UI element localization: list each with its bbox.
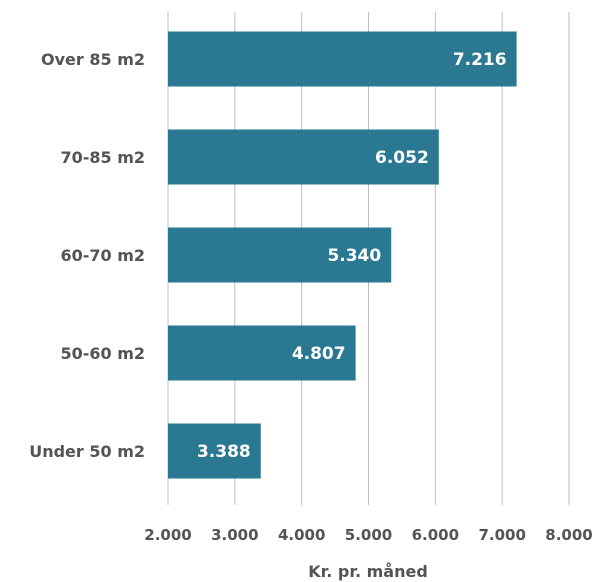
bar-50-60-m2	[168, 325, 356, 381]
category-label-over-85-m2: Over 85 m2	[41, 50, 145, 69]
bars: 7.216 6.052 5.340 4.807 3.388	[168, 31, 517, 479]
bar-70-85-m2	[168, 129, 439, 185]
bar-under-50-m2	[168, 423, 261, 479]
x-tick-label-3000: 3.000	[211, 526, 258, 544]
bar-value-label-under-50-m2: 3.388	[197, 442, 251, 462]
category-label-70-85-m2: 70-85 m2	[60, 148, 145, 167]
x-axis-title: Kr. pr. måned	[308, 562, 428, 581]
x-tick-label-8000: 8.000	[545, 526, 592, 544]
x-tick-label-5000: 5.000	[345, 526, 392, 544]
category-label-under-50-m2: Under 50 m2	[29, 442, 145, 461]
category-label-60-70-m2: 60-70 m2	[60, 246, 145, 265]
bar-value-label-over-85-m2: 7.216	[453, 50, 507, 70]
x-tick-labels: 2.000 3.000 4.000 5.000 6.000 7.000 8.000	[144, 526, 592, 544]
category-label-50-60-m2: 50-60 m2	[60, 344, 145, 363]
x-tick-label-2000: 2.000	[144, 526, 191, 544]
x-tick-label-6000: 6.000	[412, 526, 459, 544]
bar-60-70-m2	[168, 227, 392, 283]
bar-value-label-70-85-m2: 6.052	[375, 148, 429, 168]
x-tick-label-4000: 4.000	[278, 526, 325, 544]
bar-value-label-60-70-m2: 5.340	[327, 246, 381, 266]
bar-value-label-50-60-m2: 4.807	[292, 344, 346, 364]
category-labels: Over 85 m2 70-85 m2 60-70 m2 50-60 m2 Under …	[29, 50, 145, 461]
bar-over-85-m2	[168, 31, 517, 87]
x-tick-label-7000: 7.000	[478, 526, 525, 544]
